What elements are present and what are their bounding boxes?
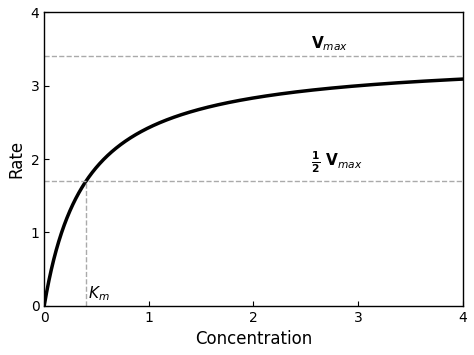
X-axis label: Concentration: Concentration [195,330,312,348]
Text: $\mathbf{V}_{max}$: $\mathbf{V}_{max}$ [311,34,348,53]
Text: $K_m$: $K_m$ [88,284,110,303]
Text: $\mathbf{\frac{1}{2}\ V}_{max}$: $\mathbf{\frac{1}{2}\ V}_{max}$ [311,149,363,175]
Y-axis label: Rate: Rate [7,140,25,178]
